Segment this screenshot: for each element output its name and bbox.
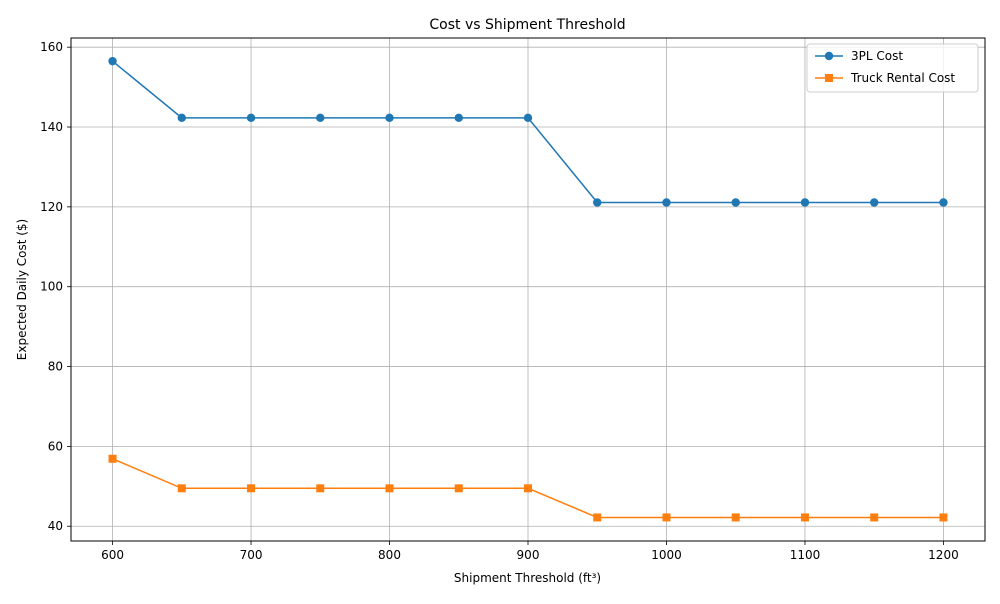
y-tick-label: 80 [48,360,63,374]
grid-layer [71,38,985,541]
ticks-layer: 600 700 800 900 1000 1100 1200 40 60 80 100 120 140 1… [40,40,959,562]
legend: 3PL Cost Truck Rental Cost [806,43,979,93]
x-tick-label: 700 [240,548,263,562]
threepl-point [454,113,463,123]
y-axis-label: Expected Daily Cost ($) [15,219,29,360]
truck-rental-point [939,513,948,522]
y-tick-label: 120 [40,200,63,214]
x-tick-label: 1200 [928,548,959,562]
threepl-point [108,56,117,66]
legend-threepl-label: 3PL Cost [851,49,903,63]
y-tick-label: 100 [40,280,63,294]
truck-rental-point [731,513,740,522]
threepl-point [316,113,325,123]
y-tick-label: 40 [48,519,63,533]
truck-rental-point [524,484,532,493]
y-tick-label: 60 [48,439,63,453]
x-tick-label: 1000 [651,548,682,562]
threepl-point [593,198,602,207]
truck-rental-point [177,484,186,493]
truck-rental-point [385,484,394,493]
threepl-point [246,113,256,123]
series-layer [108,56,948,522]
x-axis-label: Shipment Threshold (ft³) [454,571,601,585]
truck-rental-point [316,484,325,493]
chart-title: Cost vs Shipment Threshold [429,17,625,33]
threepl-point [662,198,671,207]
truck-rental-point [870,513,879,522]
truck-rental-point [454,484,463,493]
truck-rental-point [800,513,809,522]
legend-threepl-marker [824,51,834,61]
y-tick-label: 160 [40,40,63,54]
threepl-point [385,113,394,123]
truck-rental-point [247,484,256,493]
x-tick-label: 600 [101,548,124,562]
y-tick-label: 140 [40,120,63,134]
truck-rental-point [662,513,671,522]
legend-truck-rental-marker [825,74,833,82]
x-tick-label: 800 [378,548,401,562]
threepl-point [870,198,879,207]
threepl-point [177,113,186,123]
x-tick-label: 1100 [790,548,821,562]
threepl-point [523,113,533,123]
threepl-point [731,198,740,207]
legend-box [806,43,979,93]
threepl-point [939,198,948,207]
threepl-point [800,198,810,207]
x-tick-label: 900 [517,548,540,562]
truck-rental-point [108,454,117,463]
legend-truck-rental-label: Truck Rental Cost [850,71,955,85]
truck-rental-point [593,513,602,522]
